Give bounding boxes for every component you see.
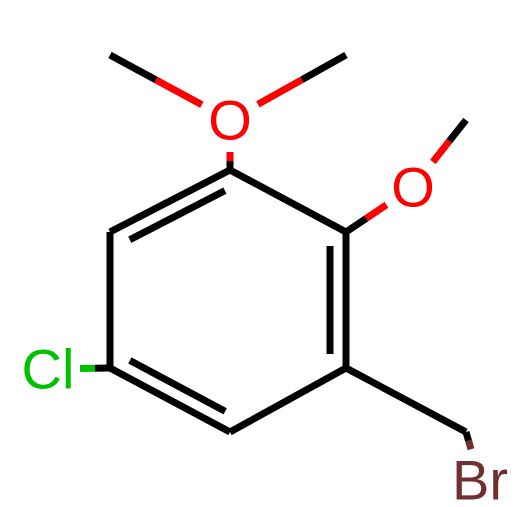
o-atom-label: O <box>391 156 435 219</box>
o-atom-label: O <box>208 89 252 152</box>
br-atom-label: Br <box>452 449 508 507</box>
cl-atom-label: Cl <box>22 338 75 401</box>
molecule-diagram: O O Br Cl <box>0 0 529 507</box>
